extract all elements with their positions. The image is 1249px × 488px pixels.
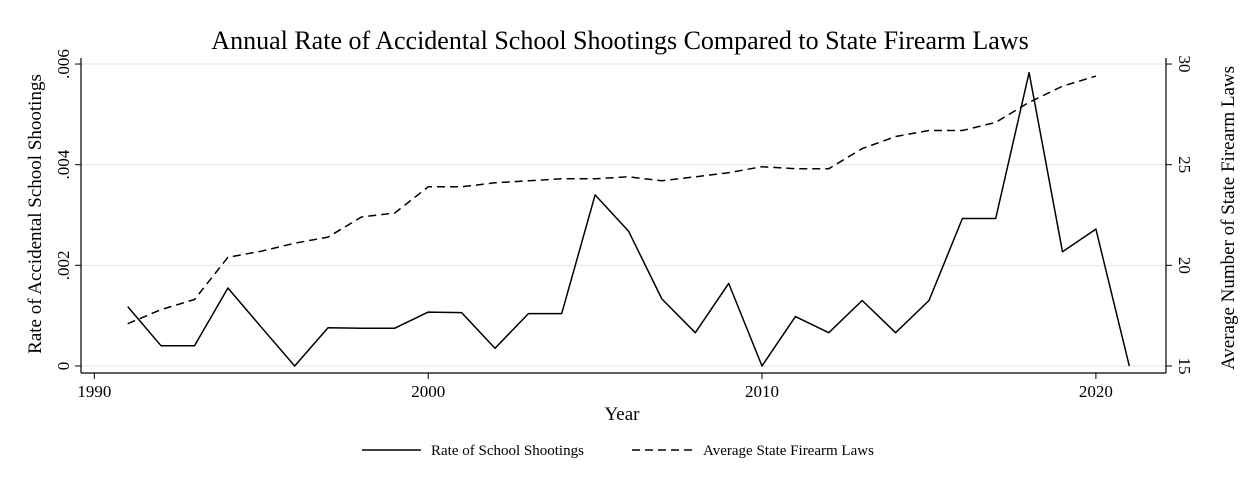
y2-axis-label: Average Number of State Firearm Laws	[1218, 66, 1239, 370]
y-tick-label: 0	[54, 362, 73, 371]
y2-tick-label: 20	[1175, 257, 1194, 274]
series-line-shooting-rate	[127, 71, 1131, 367]
y2-tick-label: 25	[1175, 156, 1194, 173]
x-tick-label: 1990	[77, 382, 111, 401]
y-axis-label: Rate of Accidental School Shootings	[25, 74, 46, 354]
chart-title: Annual Rate of Accidental School Shootin…	[211, 26, 1028, 55]
x-tick-label: 2020	[1079, 382, 1113, 401]
legend: Rate of School Shootings Average State F…	[362, 443, 874, 459]
gridlines	[81, 63, 1166, 367]
axes: 0 .002 .004 .006 15 20 25 30 1990 2000 2010 2020	[54, 49, 1194, 401]
legend-label-laws: Average State Firearm Laws	[703, 443, 874, 459]
series-line-firearm-laws	[127, 75, 1097, 325]
series-lines	[127, 71, 1131, 367]
x-tick-label: 2000	[411, 382, 445, 401]
y2-tick-label: 30	[1175, 56, 1194, 73]
y-tick-label: .006	[54, 49, 73, 79]
x-axis-label: Year	[604, 404, 640, 425]
y-tick-label: .002	[54, 250, 73, 280]
legend-label-rate: Rate of School Shootings	[431, 443, 584, 459]
y-tick-label: .004	[54, 149, 73, 179]
x-tick-label: 2010	[745, 382, 779, 401]
y2-tick-label: 15	[1175, 357, 1194, 374]
